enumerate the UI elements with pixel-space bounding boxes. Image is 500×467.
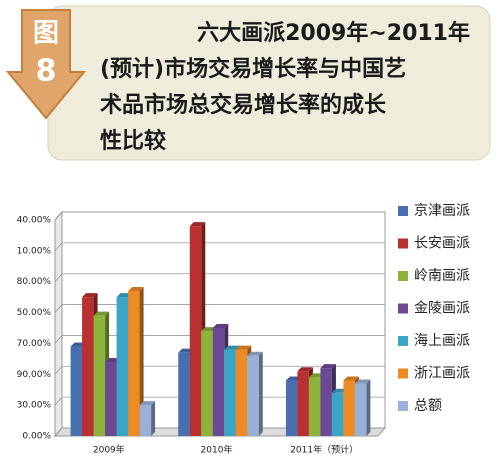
legend-label: 海上画派 [414,333,470,349]
bar-side [366,379,371,436]
title-line: 术品市场总交易增长率的成长 [100,92,387,118]
y-tick-label: 10.00% [17,246,52,256]
bar [139,405,152,436]
bar [93,315,106,436]
bar [235,349,248,436]
bar-top [139,401,156,406]
bar [201,331,213,436]
legend-swatch [398,238,408,249]
bar-top [189,222,206,227]
legend-swatch [398,368,408,379]
legend-label: 总额 [414,398,442,414]
bar-top [343,376,359,381]
bar [212,328,225,436]
y-tick-label: 0.00% [22,432,51,442]
legend-swatch [398,206,408,216]
bar [70,346,83,436]
badge-number: 8 [36,54,57,89]
legend-swatch [398,271,408,281]
y-tick-label: 30.00% [17,401,52,411]
bar-side [151,401,156,436]
x-tick-label: 2011年（预计） [290,444,358,456]
bar [297,371,309,436]
bar [247,355,259,436]
legend-label: 长安画派 [414,236,470,252]
bar [285,380,298,436]
bar [178,352,190,436]
legend-swatch [398,303,408,314]
bar [354,383,367,436]
bar-top [212,324,229,328]
x-tick-label: 2009年 [93,444,125,456]
bar-side [258,351,263,436]
y-tick-label: 80.00% [17,277,52,287]
title: 六大画派2009年~2011年 (预计)市场交易增长率与中国艺术品市场总交易增长率… [100,20,470,154]
legend-label: 岭南画派 [414,268,470,284]
legend-label: 金陵画派 [414,301,470,317]
grid-line [54,396,385,406]
grid-line [54,273,385,282]
bar [105,361,117,436]
bar-top [224,345,240,350]
legend-swatch [398,336,408,346]
bar-top [235,345,252,350]
bar [320,368,332,436]
bar-top [354,379,371,384]
grid-line [54,304,385,313]
grid-line [54,427,385,437]
title-line: (预计)市场交易增长率与中国艺 [100,56,406,82]
y-tick-label: 40.00% [17,216,52,226]
bar-top [93,311,110,316]
plot: 0.00% 30.00% 90.00% 70.00% 50.00% 80.00% 10.00… [17,203,470,456]
bar [308,377,321,436]
x-tick-label: 2010年 [201,444,233,456]
badge-char: 图 [33,19,59,49]
bar [128,290,140,436]
badge-arrow [5,9,87,120]
title-line: 性比较 [100,128,166,154]
bar [189,226,202,436]
bar [82,297,94,436]
y-tick-label: 90.00% [17,370,52,380]
bar [331,392,344,436]
title-line: 六大画派2009年~2011年 [197,20,470,46]
legend-label: 浙江画派 [414,366,470,382]
y-tick-label: 70.00% [17,339,52,349]
bar [224,349,236,436]
side-wall [54,210,63,438]
bar-side [139,286,144,436]
grid-line [54,365,385,375]
legend-label: 京津画派 [414,203,470,219]
bar [343,380,355,436]
legend-swatch [398,401,408,411]
bar-top [247,351,263,356]
bar-top [320,364,336,369]
grid-line [54,335,385,344]
grid-line [54,211,385,221]
bar-top [297,367,313,372]
bar [116,297,129,436]
bar-top [128,286,144,291]
grid-line [54,242,385,252]
y-tick-label: 50.00% [17,308,52,318]
bar-top [82,293,98,298]
